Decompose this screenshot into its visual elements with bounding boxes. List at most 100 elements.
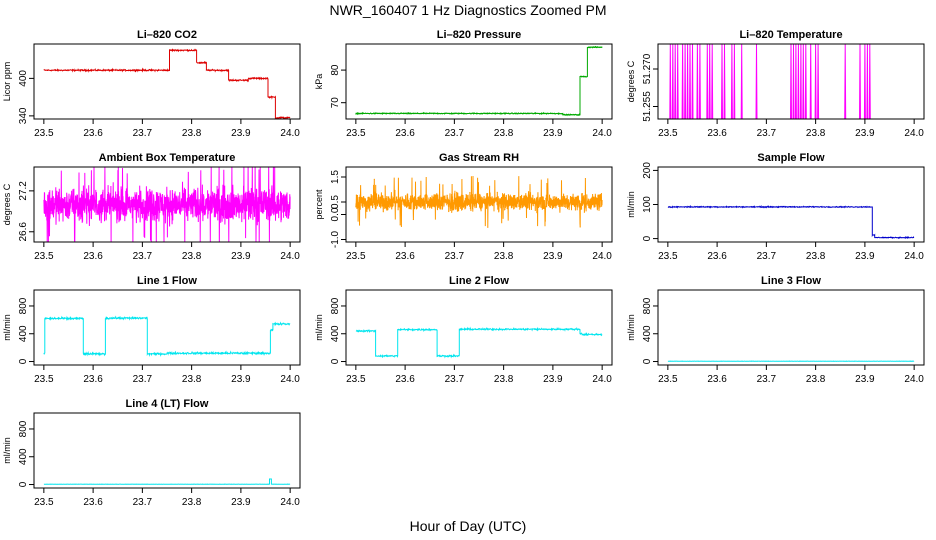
data-point [438, 201, 440, 203]
data-point [565, 199, 567, 201]
data-point [527, 204, 529, 206]
data-point [422, 112, 424, 114]
data-point [458, 196, 460, 198]
data-point [552, 112, 554, 114]
data-point [363, 112, 365, 114]
data-point [487, 112, 489, 114]
series-line [667, 43, 915, 120]
data-point [572, 203, 574, 205]
panel-sample-flow: Sample Flow 23.5 23.6 23.7 23.8 23.9 24.0 0 100 2… [626, 152, 925, 262]
data-point [569, 202, 571, 204]
data-point [494, 199, 496, 201]
panel-title: Gas Stream RH [439, 152, 519, 164]
data-point [521, 112, 523, 114]
x-tick-label: 23.9 [855, 251, 875, 262]
data-point [465, 194, 467, 196]
data-point [484, 201, 486, 203]
data-point [383, 112, 385, 114]
data-point [355, 113, 357, 115]
data-point [506, 200, 508, 202]
data-point [547, 204, 549, 206]
data-point [469, 191, 471, 193]
x-tick-label: 24.0 [592, 374, 612, 385]
data-point [580, 208, 582, 210]
data-point [561, 204, 563, 206]
data-point [476, 201, 478, 203]
data-point [459, 201, 461, 203]
data-point [551, 202, 553, 204]
data-point [480, 113, 482, 115]
data-point [364, 199, 366, 201]
data-point [358, 113, 360, 115]
data-point [369, 200, 371, 202]
data-point [460, 112, 462, 114]
data-point [407, 202, 409, 204]
data-point [488, 200, 490, 202]
x-tick-label: 23.8 [494, 128, 514, 139]
data-point [597, 46, 599, 48]
x-tick-label: 23.8 [182, 251, 202, 262]
data-point [379, 203, 381, 205]
data-point [493, 201, 495, 203]
data-point [533, 112, 535, 114]
data-point [375, 112, 377, 114]
data-point [593, 46, 595, 48]
data-point [457, 204, 459, 206]
data-point [418, 113, 420, 115]
data-point [478, 195, 480, 197]
data-point [439, 203, 441, 205]
data-point [441, 113, 443, 115]
data-point [413, 196, 415, 198]
data-point [412, 201, 414, 203]
data-point [597, 200, 599, 202]
data-point [367, 196, 369, 198]
data-point [534, 209, 536, 211]
data-point [577, 206, 579, 208]
data-point [450, 207, 452, 209]
data-point [392, 112, 394, 114]
data-point [399, 224, 401, 226]
panel-title: Li–820 Temperature [739, 29, 842, 41]
data-point [495, 200, 497, 202]
data-point [468, 203, 470, 205]
data-point [569, 200, 571, 202]
data-point [593, 204, 595, 206]
data-point [388, 112, 390, 114]
x-tick-label: 23.6 [395, 374, 415, 385]
panel-rh: Gas Stream RH 23.5 23.6 23.7 23.8 23.9 24.0 -1.… [314, 152, 613, 262]
data-point [357, 112, 359, 114]
y-axis-label: ml/min [626, 191, 636, 218]
data-point [486, 203, 488, 205]
data-point [437, 198, 439, 200]
data-point [455, 112, 457, 114]
panel-line2-flow: Line 2 Flow 23.5 23.6 23.7 23.8 23.9 24.0 0 400 8… [314, 275, 613, 385]
data-point [548, 202, 550, 204]
data-point [544, 206, 546, 208]
data-point [383, 199, 385, 201]
data-point [505, 197, 507, 199]
data-point [559, 203, 561, 205]
data-point [401, 198, 403, 200]
data-point [564, 198, 566, 200]
x-tick-label: 24.0 [592, 251, 612, 262]
data-point [427, 112, 429, 114]
data-point [495, 199, 497, 201]
data-point [384, 204, 386, 206]
data-point [521, 194, 523, 196]
data-point [452, 209, 454, 211]
panel-title: Li–820 CO2 [137, 29, 197, 41]
x-tick-label: 23.9 [543, 128, 563, 139]
data-point [490, 198, 492, 200]
data-point [528, 112, 530, 114]
data-point [405, 202, 407, 204]
data-point [521, 207, 523, 209]
data-point [503, 202, 505, 204]
data-point [394, 112, 396, 114]
data-point [566, 208, 568, 210]
data-point [472, 176, 474, 178]
data-point [359, 224, 361, 226]
data-point [408, 199, 410, 201]
data-point [419, 200, 421, 202]
data-point [463, 113, 465, 115]
data-point [420, 205, 422, 207]
